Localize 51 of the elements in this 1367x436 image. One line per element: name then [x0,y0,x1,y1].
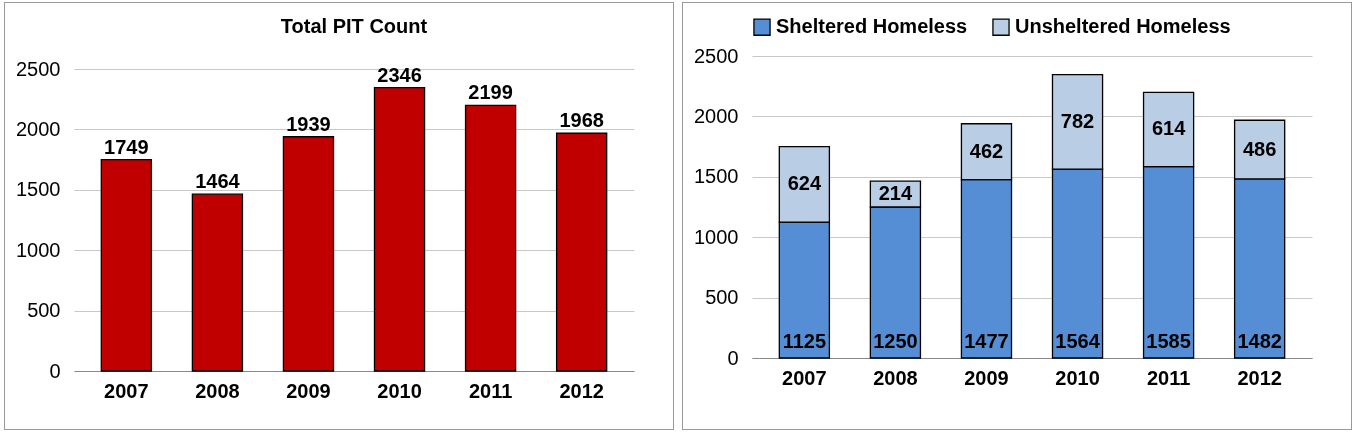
y-tick-label: 1000 [694,225,739,248]
data-label: 1125 [782,330,827,352]
bar [555,132,608,372]
y-tick-label: 1000 [16,238,61,261]
y-tick-label: 0 [727,346,739,369]
legend-label: Unsheltered Homeless [1015,15,1231,38]
data-label: 1464 [195,170,241,193]
data-label: 1749 [104,135,149,158]
x-tick-label: 2009 [964,366,1009,389]
x-tick-label: 2011 [468,379,513,402]
x-tick-label: 2012 [1237,366,1282,389]
bar [464,104,517,372]
y-tick-label: 2000 [16,117,61,140]
y-tick-label: 2000 [694,104,739,127]
bar [282,136,335,372]
x-tick-label: 2007 [104,379,149,402]
y-tick-label: 2500 [694,44,739,67]
data-label: 1482 [1237,330,1282,352]
data-label: 486 [1242,137,1277,160]
x-tick-label: 2012 [559,379,604,402]
x-tick-label: 2007 [782,366,827,389]
data-label: 614 [1151,117,1187,140]
x-tick-label: 2010 [377,379,422,402]
x-tick-label: 2011 [1146,366,1191,389]
y-tick-label: 0 [49,359,61,382]
bar [191,193,244,372]
y-tick-label: 2500 [16,57,61,80]
bar [373,86,426,372]
data-label: 214 [878,182,913,205]
data-label: 1564 [1055,330,1101,352]
x-tick-label: 2008 [873,366,918,389]
data-label: 1477 [964,330,1009,352]
x-tick-label: 2010 [1055,366,1100,389]
legend-label: Sheltered Homeless [776,15,968,38]
data-label: 2199 [468,81,513,104]
y-tick-label: 1500 [694,165,739,188]
chart-title: Total PIT Count [280,15,428,37]
x-tick-label: 2009 [286,379,331,402]
data-label: 624 [787,172,822,195]
data-label: 1968 [559,109,604,132]
bar [100,159,153,372]
data-label: 1939 [286,112,331,135]
data-label: 2346 [377,63,422,86]
data-label: 1585 [1146,330,1191,352]
y-tick-label: 500 [705,286,739,309]
data-label: 462 [969,139,1004,162]
x-tick-label: 2008 [195,379,240,402]
y-tick-label: 1500 [16,178,61,201]
data-label: 782 [1060,109,1095,132]
y-tick-label: 500 [27,299,61,322]
data-label: 1250 [873,330,918,352]
